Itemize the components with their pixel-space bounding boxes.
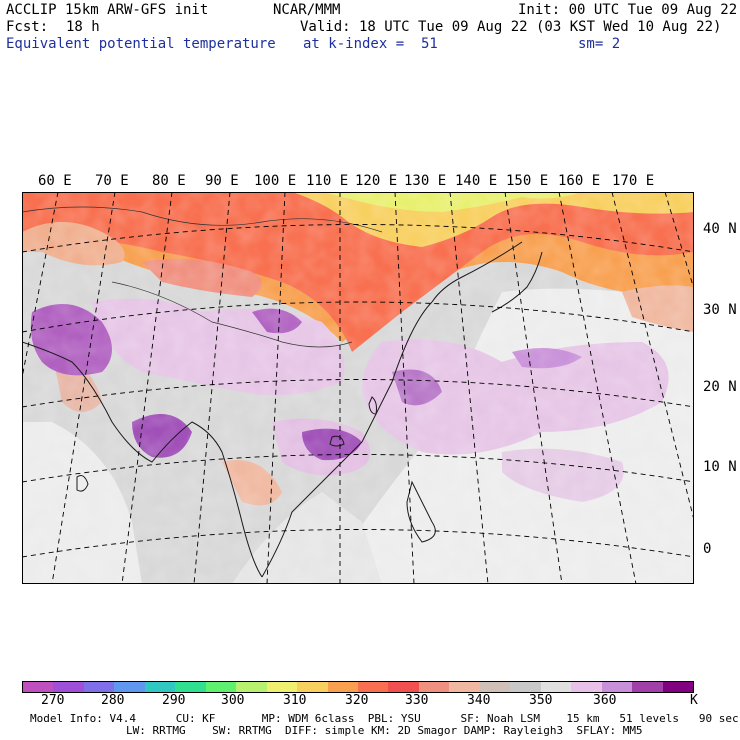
model-info-line2: LW: RRTMG SW: RRTMG DIFF: simple KM: 2D … [126, 724, 643, 737]
meridian-140e [504, 192, 563, 584]
meridian-90e [193, 192, 231, 584]
colorbar-swatch [418, 682, 450, 692]
meridian-150e [558, 192, 637, 584]
coastline-sri-lanka [76, 475, 89, 492]
meridian-120e [394, 192, 415, 584]
parallel-40n [22, 224, 694, 253]
border-central-asia [22, 206, 383, 233]
lon-label: 130 E [404, 173, 447, 189]
colorbar-swatch [205, 682, 237, 692]
lon-label: 160 E [558, 173, 601, 189]
colorbar-swatch [357, 682, 389, 692]
colorbar [22, 681, 694, 693]
colorbar-swatch [53, 682, 84, 692]
lat-label: 30 N [703, 302, 737, 318]
colorbar-swatch [571, 682, 602, 692]
lon-label: 170 E [612, 173, 655, 189]
parallel-30n [22, 301, 694, 333]
border-himalaya [111, 281, 353, 348]
parallel-0 [22, 529, 694, 558]
colorbar-tick-label: 270 [41, 693, 65, 708]
colorbar-swatch [510, 682, 541, 692]
colorbar-tick-label: 280 [101, 693, 125, 708]
colorbar-swatch [662, 682, 693, 692]
colorbar-swatch [236, 682, 267, 692]
colorbar-swatch [175, 682, 206, 692]
colorbar-swatch [449, 682, 480, 692]
model-title: ACCLIP 15km ARW-GFS init [6, 2, 209, 18]
map-texture [22, 192, 694, 584]
coastline-south-asia [22, 341, 263, 578]
colorbar-tick-label: 340 [467, 693, 491, 708]
lon-label: 150 E [506, 173, 549, 189]
colorbar-swatch [388, 682, 419, 692]
init-time: Init: 00 UTC Tue 09 Aug 22 [518, 2, 738, 18]
colorbar-tick-label: 320 [345, 693, 369, 708]
colorbar-swatch [327, 682, 358, 692]
colorbar-swatch [540, 682, 572, 692]
meridian-70e [51, 192, 116, 584]
colorbar-swatch [83, 682, 115, 692]
colorbar-tick-label: 290 [162, 693, 186, 708]
parallel-20n [22, 379, 694, 408]
map-frame [22, 192, 694, 584]
colorbar-tick-label: 330 [405, 693, 429, 708]
lon-label: 100 E [254, 173, 297, 189]
fcst-value: 18 h [66, 19, 100, 35]
coastline-japan [491, 251, 543, 313]
colorbar-swatch [297, 682, 328, 692]
lat-label: 40 N [703, 221, 737, 237]
colorbar-swatch [266, 682, 298, 692]
colorbar-swatch [23, 682, 54, 692]
colorbar-swatch [144, 682, 176, 692]
meridian-60e [22, 192, 59, 381]
coastline-taiwan [368, 396, 377, 415]
lon-label: 90 E [205, 173, 239, 189]
coastline-north-asia [431, 241, 523, 303]
meridian-130e [449, 192, 489, 584]
smooth-label: sm= 2 [578, 36, 621, 52]
model-info-line1: Model Info: V4.4 CU: KF MP: WDM 6class P… [30, 712, 739, 725]
lon-label: 80 E [152, 173, 186, 189]
lat-label: 20 N [703, 379, 737, 395]
colorbar-tick-label: 360 [593, 693, 617, 708]
fcst-label: Fcst: [6, 19, 49, 35]
coastline-philippines [406, 480, 436, 543]
lon-label: 110 E [306, 173, 349, 189]
colorbar-tick-label: 350 [529, 693, 553, 708]
field-name: Equivalent potential temperature [6, 36, 276, 52]
colorbar-swatch [114, 682, 145, 692]
meridian-100e [266, 192, 286, 584]
colorbar-swatch [601, 682, 633, 692]
lat-label: 10 N [703, 459, 737, 475]
theta-e-map [22, 192, 694, 584]
lon-label: 70 E [95, 173, 129, 189]
coastline-east-asia [261, 301, 433, 578]
lon-label: 140 E [455, 173, 498, 189]
valid-time: Valid: 18 UTC Tue 09 Aug 22 (03 KST Wed … [300, 19, 722, 35]
coastlines [22, 206, 543, 578]
lon-label: 120 E [355, 173, 398, 189]
parallel-10n [22, 454, 694, 483]
colorbar-swatch [479, 682, 511, 692]
lon-label: 60 E [38, 173, 72, 189]
lat-label: 0 [703, 541, 712, 557]
colorbar-tick-label: 300 [221, 693, 245, 708]
colorbar-unit: K [690, 693, 698, 708]
meridian-80e [121, 192, 173, 584]
colorbar-tick-label: 310 [283, 693, 307, 708]
org-label: NCAR/MMM [273, 2, 341, 18]
graticule [22, 192, 694, 584]
level-label: at k-index = 51 [303, 36, 438, 52]
coastline-hainan [329, 435, 345, 447]
colorbar-swatch [632, 682, 663, 692]
